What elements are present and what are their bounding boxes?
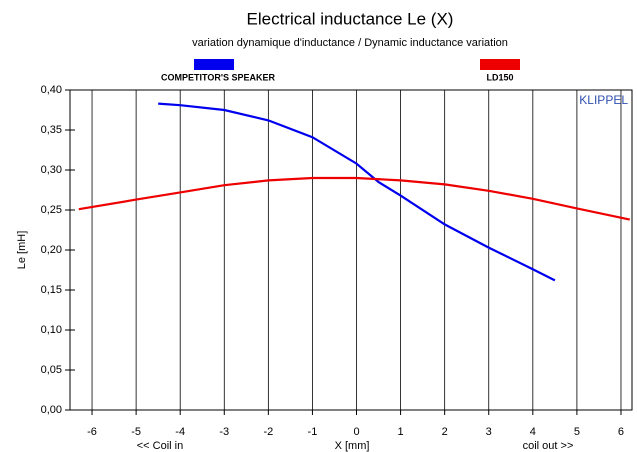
annotation: << Coil in (137, 440, 183, 452)
annotation: coil out >> (523, 440, 574, 452)
x-axis-label: X [mm] (335, 440, 370, 452)
legend-swatch (194, 59, 234, 70)
x-tick-label: 2 (442, 426, 448, 438)
legend-label: LD150 (486, 72, 513, 82)
y-tick-label: 0,05 (41, 364, 62, 376)
x-tick-label: -4 (175, 426, 185, 438)
y-tick-label: 0,30 (41, 164, 62, 176)
x-tick-label: 1 (398, 426, 404, 438)
legend-swatch (480, 59, 520, 70)
x-tick-label: 5 (574, 426, 580, 438)
line-series (78, 176, 631, 221)
x-tick-label: -5 (131, 426, 141, 438)
x-tick-label: -1 (308, 426, 318, 438)
plot-frame (69, 89, 633, 411)
y-tick-label: 0,15 (41, 284, 62, 296)
y-tick-label: 0,20 (41, 244, 62, 256)
x-tick-label: 3 (486, 426, 492, 438)
y-tick-label: 0,40 (41, 84, 62, 96)
x-tick-label: -3 (219, 426, 229, 438)
line-series (158, 102, 556, 282)
y-tick-label: 0,35 (41, 124, 62, 136)
chart-title: Electrical inductance Le (X) (247, 9, 454, 28)
y-tick-label: 0,25 (41, 204, 62, 216)
y-tick-label: 0,00 (41, 404, 62, 416)
legend-label: COMPETITOR'S SPEAKER (161, 72, 275, 82)
x-tick-label: 0 (353, 426, 359, 438)
x-tick-label: -2 (263, 426, 273, 438)
annotation: KLIPPEL (579, 93, 628, 107)
y-tick-label: 0,10 (41, 324, 62, 336)
x-tick-label: 6 (618, 426, 624, 438)
chart-subtitle: variation dynamique d'inductance / Dynam… (192, 37, 508, 49)
x-tick-label: -6 (87, 426, 97, 438)
x-tick-label: 4 (530, 426, 536, 438)
y-axis-label: Le [mH] (16, 231, 28, 270)
